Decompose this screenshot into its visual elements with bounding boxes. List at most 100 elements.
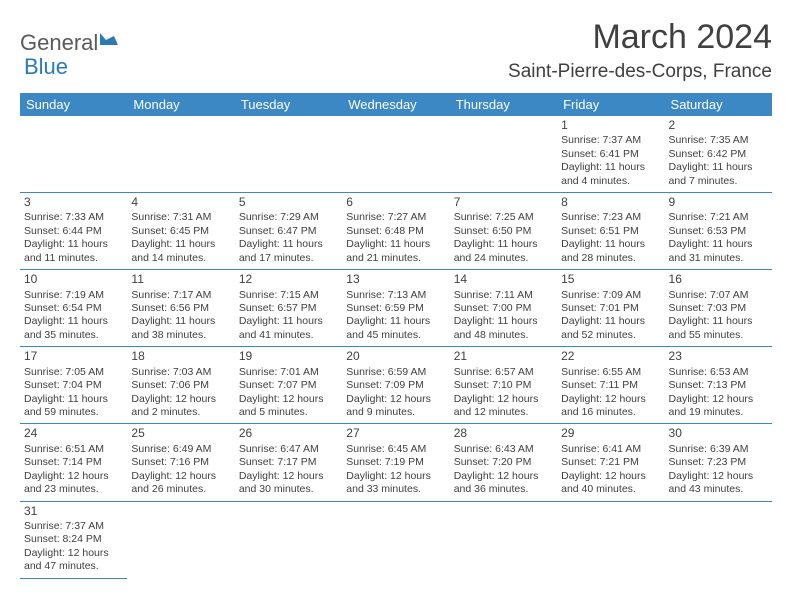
daylight-text: Daylight: 11 hours and 21 minutes. bbox=[346, 238, 445, 265]
day-cell: 27 Sunrise: 6:45 AMSunset: 7:19 PMDayligh… bbox=[342, 424, 449, 501]
sunrise-text: Sunrise: 6:41 AM bbox=[561, 443, 660, 456]
sunset-text: Sunset: 6:45 PM bbox=[131, 225, 230, 238]
day-number: 1 bbox=[561, 118, 660, 133]
sunset-text: Sunset: 6:48 PM bbox=[346, 225, 445, 238]
daylight-text: Daylight: 12 hours and 16 minutes. bbox=[561, 393, 660, 420]
weekday-header: Friday bbox=[557, 93, 664, 116]
daylight-text: Daylight: 11 hours and 24 minutes. bbox=[454, 238, 553, 265]
sunset-text: Sunset: 8:24 PM bbox=[24, 533, 123, 546]
sunset-text: Sunset: 7:21 PM bbox=[561, 456, 660, 469]
sunset-text: Sunset: 7:13 PM bbox=[669, 379, 768, 392]
day-cell: 14Sunrise: 7:11 AMSunset: 7:00 PMDayligh… bbox=[450, 270, 557, 347]
sunrise-text: Sunrise: 6:43 AM bbox=[454, 443, 553, 456]
day-cell: 7Sunrise: 7:25 AMSunset: 6:50 PMDaylight… bbox=[450, 193, 557, 270]
logo-text-blue: Blue bbox=[24, 54, 68, 80]
empty-cell bbox=[557, 501, 664, 578]
weekday-header: Sunday bbox=[20, 93, 127, 116]
sunset-text: Sunset: 6:42 PM bbox=[669, 148, 768, 161]
day-number: 7 bbox=[454, 195, 553, 210]
calendar-header-row: SundayMondayTuesdayWednesdayThursdayFrid… bbox=[20, 93, 772, 116]
day-number: 19 bbox=[239, 349, 338, 364]
day-number: 24 bbox=[24, 426, 123, 441]
sunrise-text: Sunrise: 7:35 AM bbox=[669, 134, 768, 147]
daylight-text: Daylight: 12 hours and 5 minutes. bbox=[239, 393, 338, 420]
sunrise-text: Sunrise: 7:19 AM bbox=[24, 289, 123, 302]
day-number: 30 bbox=[669, 426, 768, 441]
sunset-text: Sunset: 7:09 PM bbox=[346, 379, 445, 392]
day-number: 9 bbox=[669, 195, 768, 210]
sunrise-text: Sunrise: 7:01 AM bbox=[239, 366, 338, 379]
sunset-text: Sunset: 6:41 PM bbox=[561, 148, 660, 161]
weekday-header: Wednesday bbox=[342, 93, 449, 116]
day-cell: 31Sunrise: 7:37 AMSunset: 8:24 PMDayligh… bbox=[20, 501, 127, 578]
day-cell: 24Sunrise: 6:51 AMSunset: 7:14 PMDayligh… bbox=[20, 424, 127, 501]
sunset-text: Sunset: 7:16 PM bbox=[131, 456, 230, 469]
daylight-text: Daylight: 12 hours and 33 minutes. bbox=[346, 470, 445, 497]
sunset-text: Sunset: 6:47 PM bbox=[239, 225, 338, 238]
day-cell: 28Sunrise: 6:43 AMSunset: 7:20 PMDayligh… bbox=[450, 424, 557, 501]
sunset-text: Sunset: 7:00 PM bbox=[454, 302, 553, 315]
sunrise-text: Sunrise: 6:45 AM bbox=[346, 443, 445, 456]
daylight-text: Daylight: 11 hours and 38 minutes. bbox=[131, 315, 230, 342]
sunset-text: Sunset: 7:03 PM bbox=[669, 302, 768, 315]
daylight-text: Daylight: 12 hours and 19 minutes. bbox=[669, 393, 768, 420]
daylight-text: Daylight: 11 hours and 11 minutes. bbox=[24, 238, 123, 265]
header: General March 2024 Saint-Pierre-des-Corp… bbox=[20, 18, 772, 83]
sunrise-text: Sunrise: 6:59 AM bbox=[346, 366, 445, 379]
day-cell: 10Sunrise: 7:19 AMSunset: 6:54 PMDayligh… bbox=[20, 270, 127, 347]
sunset-text: Sunset: 7:17 PM bbox=[239, 456, 338, 469]
day-cell: 18Sunrise: 7:03 AMSunset: 7:06 PMDayligh… bbox=[127, 347, 234, 424]
sunset-text: Sunset: 6:50 PM bbox=[454, 225, 553, 238]
sunrise-text: Sunrise: 6:39 AM bbox=[669, 443, 768, 456]
day-number: 21 bbox=[454, 349, 553, 364]
sunrise-text: Sunrise: 7:27 AM bbox=[346, 211, 445, 224]
day-number: 23 bbox=[669, 349, 768, 364]
sunrise-text: Sunrise: 7:37 AM bbox=[24, 520, 123, 533]
location-subtitle: Saint-Pierre-des-Corps, France bbox=[508, 61, 772, 83]
day-cell: 9Sunrise: 7:21 AMSunset: 6:53 PMDaylight… bbox=[665, 193, 772, 270]
daylight-text: Daylight: 12 hours and 47 minutes. bbox=[24, 547, 123, 574]
sunset-text: Sunset: 7:07 PM bbox=[239, 379, 338, 392]
daylight-text: Daylight: 12 hours and 30 minutes. bbox=[239, 470, 338, 497]
day-number: 14 bbox=[454, 272, 553, 287]
daylight-text: Daylight: 12 hours and 43 minutes. bbox=[669, 470, 768, 497]
sunrise-text: Sunrise: 6:57 AM bbox=[454, 366, 553, 379]
sunrise-text: Sunrise: 7:05 AM bbox=[24, 366, 123, 379]
sunrise-text: Sunrise: 7:31 AM bbox=[131, 211, 230, 224]
weekday-header: Thursday bbox=[450, 93, 557, 116]
page-title: March 2024 bbox=[508, 18, 772, 57]
sunrise-text: Sunrise: 6:49 AM bbox=[131, 443, 230, 456]
daylight-text: Daylight: 12 hours and 9 minutes. bbox=[346, 393, 445, 420]
sunset-text: Sunset: 7:11 PM bbox=[561, 379, 660, 392]
weekday-header: Tuesday bbox=[235, 93, 342, 116]
sunrise-text: Sunrise: 7:13 AM bbox=[346, 289, 445, 302]
sunrise-text: Sunrise: 6:51 AM bbox=[24, 443, 123, 456]
empty-cell bbox=[342, 116, 449, 193]
empty-cell bbox=[127, 116, 234, 193]
day-number: 27 bbox=[346, 426, 445, 441]
sunset-text: Sunset: 6:56 PM bbox=[131, 302, 230, 315]
daylight-text: Daylight: 11 hours and 48 minutes. bbox=[454, 315, 553, 342]
day-cell: 19 Sunrise: 7:01 AMSunset: 7:07 PMDayligh… bbox=[235, 347, 342, 424]
day-number: 2 bbox=[669, 118, 768, 133]
logo-text-general: General bbox=[20, 30, 98, 56]
day-number: 26 bbox=[239, 426, 338, 441]
day-cell: 3Sunrise: 7:33 AMSunset: 6:44 PMDaylight… bbox=[20, 193, 127, 270]
sunset-text: Sunset: 6:44 PM bbox=[24, 225, 123, 238]
logo: General bbox=[20, 18, 120, 56]
sunset-text: Sunset: 6:53 PM bbox=[669, 225, 768, 238]
daylight-text: Daylight: 11 hours and 45 minutes. bbox=[346, 315, 445, 342]
sunrise-text: Sunrise: 7:37 AM bbox=[561, 134, 660, 147]
empty-cell bbox=[665, 501, 772, 578]
sunrise-text: Sunrise: 7:29 AM bbox=[239, 211, 338, 224]
daylight-text: Daylight: 12 hours and 2 minutes. bbox=[131, 393, 230, 420]
day-cell: 13Sunrise: 7:13 AMSunset: 6:59 PMDayligh… bbox=[342, 270, 449, 347]
day-number: 18 bbox=[131, 349, 230, 364]
day-number: 17 bbox=[24, 349, 123, 364]
day-number: 4 bbox=[131, 195, 230, 210]
sunset-text: Sunset: 7:06 PM bbox=[131, 379, 230, 392]
day-cell: 20Sunrise: 6:59 AMSunset: 7:09 PMDayligh… bbox=[342, 347, 449, 424]
sunset-text: Sunset: 7:19 PM bbox=[346, 456, 445, 469]
day-number: 13 bbox=[346, 272, 445, 287]
sunrise-text: Sunrise: 7:33 AM bbox=[24, 211, 123, 224]
